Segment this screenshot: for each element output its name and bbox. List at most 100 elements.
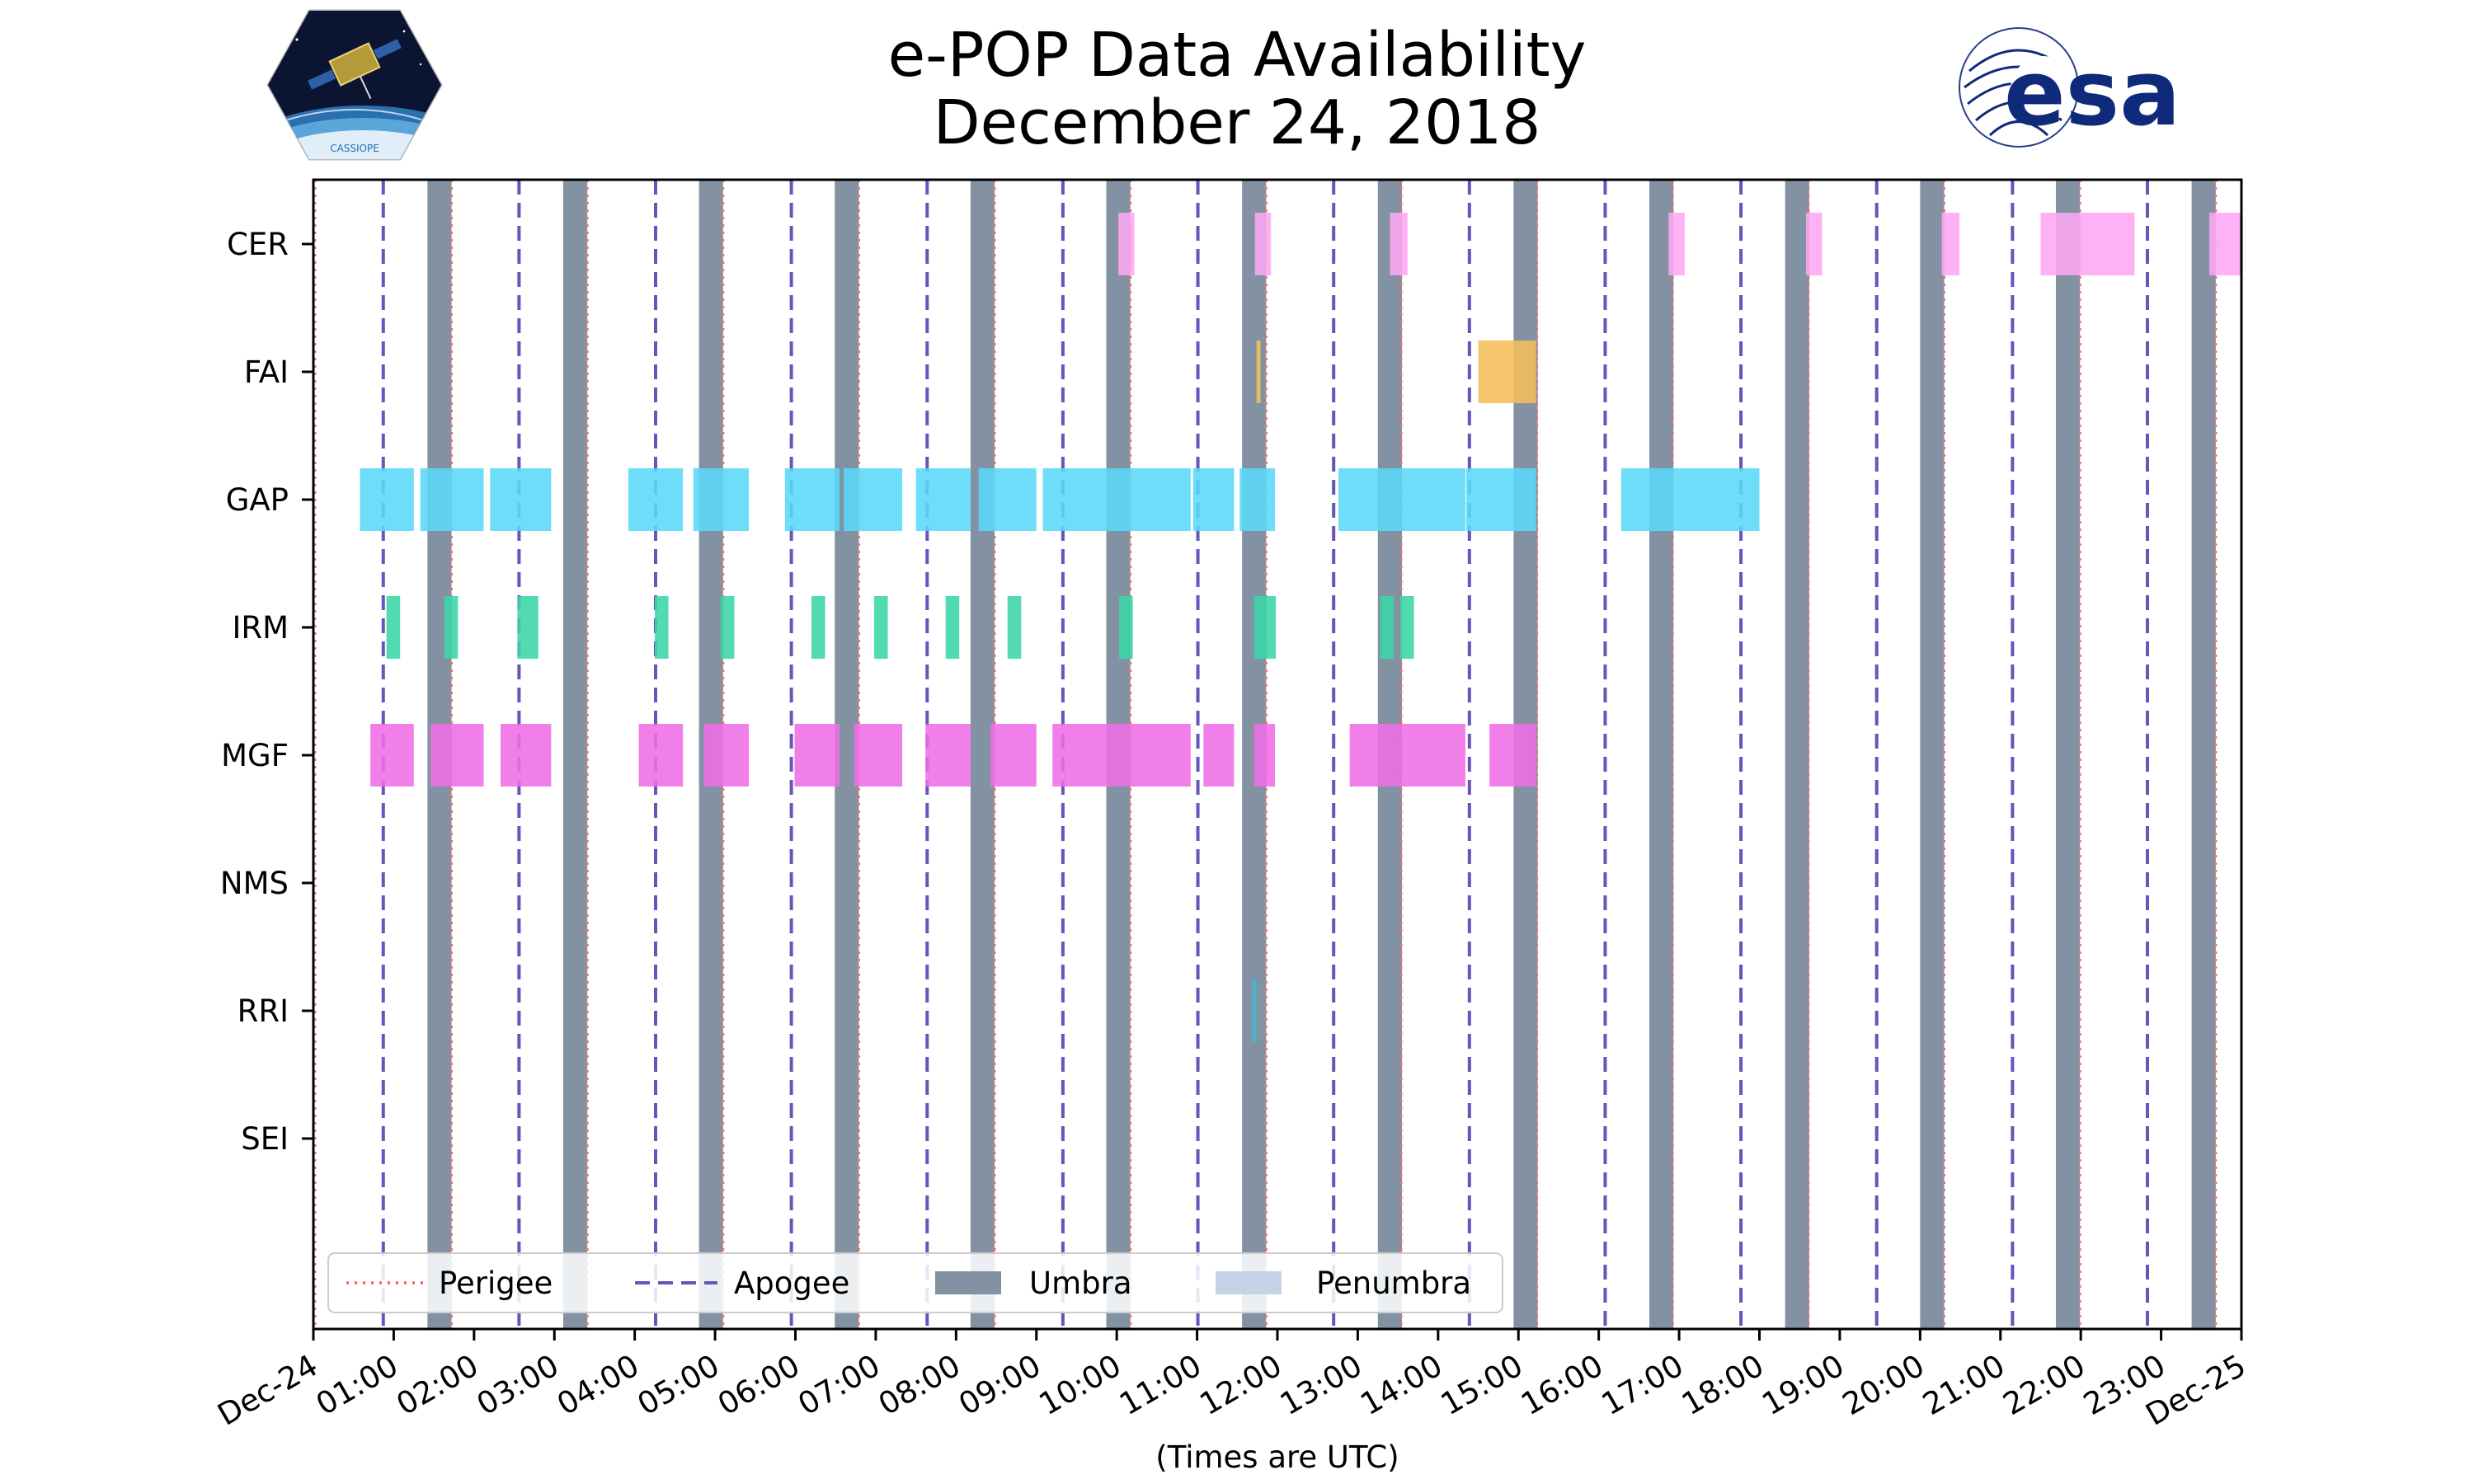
y-tick-label-nms: NMS (220, 866, 289, 901)
bar-mgf-11 (1253, 724, 1276, 787)
x-tick-label-11: 11:00 (1113, 1348, 1207, 1423)
legend-swatch-penumbra (1216, 1271, 1282, 1294)
bar-mgf-6 (854, 724, 903, 787)
x-tick-label-0: Dec-24 (212, 1348, 324, 1433)
bar-mgf-8 (990, 724, 1037, 787)
bar-mgf-7 (925, 724, 971, 787)
bar-cer-3 (1668, 213, 1685, 275)
bar-irm-10 (1253, 596, 1277, 659)
bar-mgf-9 (1052, 724, 1191, 787)
bar-rri-0 (1252, 979, 1257, 1042)
bar-gap-0 (360, 468, 414, 531)
chart-title-line1: e-POP Data Availability (887, 20, 1587, 91)
bar-irm-6 (873, 596, 888, 659)
bar-irm-0 (386, 596, 401, 659)
legend-label-perigee: Perigee (439, 1266, 553, 1301)
bar-gap-10 (1192, 468, 1235, 531)
bar-gap-6 (843, 468, 903, 531)
x-tick-label-19: 19:00 (1757, 1348, 1851, 1423)
legend-label-apogee: Apogee (734, 1266, 849, 1301)
bar-irm-4 (720, 596, 735, 659)
x-tick-label-9: 09:00 (952, 1348, 1047, 1423)
bar-gap-13 (1465, 468, 1536, 531)
bar-mgf-5 (794, 724, 840, 787)
bar-gap-1 (420, 468, 484, 531)
bar-fai-1 (1478, 340, 1536, 403)
x-tick-label-5: 05:00 (632, 1348, 726, 1423)
bar-mgf-12 (1349, 724, 1465, 787)
bar-irm-3 (655, 596, 669, 659)
y-tick-label-gap: GAP (226, 482, 289, 518)
bar-gap-4 (693, 468, 749, 531)
bar-cer-6 (2040, 213, 2135, 275)
bar-cer-5 (1941, 213, 1960, 275)
x-tick-label-18: 18:00 (1676, 1348, 1770, 1423)
x-tick-label-17: 17:00 (1596, 1348, 1690, 1423)
bar-irm-7 (945, 596, 960, 659)
esa-logo-text: esa (2004, 40, 2180, 146)
cassiope-logo-text: CASSIOPE (330, 143, 379, 154)
x-axis-label: (Times are UTC) (1155, 1439, 1399, 1475)
chart-title-line2: December 24, 2018 (933, 87, 1541, 158)
x-tick-label-15: 15:00 (1435, 1348, 1529, 1423)
bar-gap-14 (1620, 468, 1760, 531)
umbra-band-11 (1920, 180, 1945, 1329)
x-tick-label-22: 22:00 (1997, 1348, 2091, 1423)
legend-swatch-umbra (935, 1271, 1001, 1294)
x-tick-label-16: 16:00 (1515, 1348, 1609, 1423)
bar-irm-5 (811, 596, 825, 659)
bar-cer-0 (1118, 213, 1135, 275)
bar-cer-1 (1254, 213, 1272, 275)
bar-gap-8 (978, 468, 1037, 531)
x-tick-label-21: 21:00 (1917, 1348, 2011, 1423)
umbra-band-12 (2055, 180, 2081, 1329)
x-tick-label-4: 04:00 (551, 1348, 645, 1423)
bar-gap-12 (1338, 468, 1465, 531)
x-tick-label-10: 10:00 (1033, 1348, 1127, 1423)
umbra-band-9 (1649, 180, 1674, 1329)
x-tick-label-7: 07:00 (793, 1348, 887, 1423)
bar-cer-4 (1806, 213, 1823, 275)
x-tick-label-13: 13:00 (1274, 1348, 1368, 1423)
y-tick-label-sei: SEI (241, 1121, 289, 1157)
x-tick-label-6: 06:00 (712, 1348, 806, 1423)
y-tick-label-cer: CER (227, 227, 289, 262)
bar-gap-9 (1042, 468, 1191, 531)
y-tick-label-mgf: MGF (221, 738, 289, 773)
bar-mgf-13 (1489, 724, 1536, 787)
bar-cer-7 (2209, 213, 2241, 275)
umbra-band-13 (2191, 180, 2216, 1329)
legend-label-umbra: Umbra (1029, 1266, 1132, 1301)
bar-fai-0 (1256, 340, 1261, 403)
x-tick-label-20: 20:00 (1837, 1348, 1931, 1423)
x-tick-label-12: 12:00 (1194, 1348, 1288, 1423)
umbra-band-4 (970, 180, 995, 1329)
x-tick-label-8: 08:00 (872, 1348, 967, 1423)
esa-logo-icon: esa (1959, 27, 2180, 148)
bar-gap-5 (784, 468, 840, 531)
x-tick-label-14: 14:00 (1354, 1348, 1448, 1423)
bar-mgf-1 (430, 724, 484, 787)
cassiope-logo-icon: CASSIOPE (266, 9, 443, 161)
umbra-band-1 (562, 180, 588, 1329)
bar-mgf-10 (1203, 724, 1235, 787)
plot-area (313, 180, 2241, 1329)
bar-irm-12 (1400, 596, 1414, 659)
bar-mgf-0 (370, 724, 414, 787)
umbra-band-10 (1785, 180, 1809, 1329)
x-tick-label-3: 03:00 (471, 1348, 565, 1423)
y-tick-label-rri: RRI (238, 993, 289, 1029)
bar-gap-7 (915, 468, 971, 531)
bar-mgf-2 (500, 724, 552, 787)
bar-irm-1 (444, 596, 459, 659)
x-tick-label-2: 02:00 (390, 1348, 484, 1423)
y-tick-label-fai: FAI (244, 355, 289, 390)
y-tick-label-irm: IRM (232, 610, 289, 646)
legend-label-penumbra: Penumbra (1316, 1266, 1471, 1301)
x-tick-label-1: 01:00 (310, 1348, 404, 1423)
bar-mgf-3 (638, 724, 684, 787)
bar-irm-9 (1119, 596, 1133, 659)
bar-gap-2 (490, 468, 552, 531)
